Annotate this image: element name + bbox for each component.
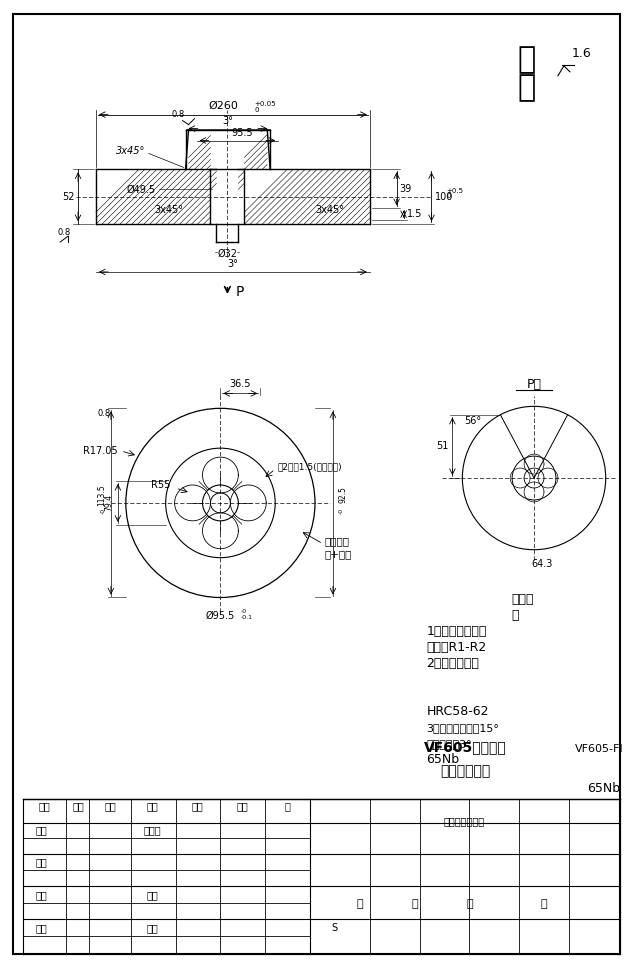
Text: 0: 0 [446,193,451,198]
Text: +0.05: +0.05 [254,101,276,106]
Text: 0.8: 0.8 [58,228,71,237]
Text: 39: 39 [399,184,412,194]
Text: 79.4: 79.4 [104,495,113,511]
Text: 100: 100 [434,192,453,201]
Text: +0.5: +0.5 [446,188,463,194]
Text: 95.5: 95.5 [232,128,253,137]
Text: （双边）为3°: （双边）为3° [427,739,472,749]
Text: R17.05: R17.05 [84,446,118,456]
Text: 0: 0 [254,106,260,112]
Text: 文件: 文件 [147,802,159,811]
Text: 3°: 3° [227,259,238,269]
Text: 凹模（双边）: 凹模（双边） [440,764,491,777]
Text: VF605重型法兰: VF605重型法兰 [424,740,507,754]
Text: 日: 日 [284,802,290,811]
Text: 号+商标: 号+商标 [325,549,353,559]
Text: 张: 张 [541,899,548,909]
Text: 标准化: 标准化 [144,826,161,835]
Text: 滑过渡R1-R2: 滑过渡R1-R2 [427,641,487,653]
Text: 签字: 签字 [192,802,203,811]
Text: 阶段标识量比例: 阶段标识量比例 [444,817,485,827]
Text: Ø49.5: Ø49.5 [127,184,156,195]
Text: 3、型腔脱模斜度15°: 3、型腔脱模斜度15° [427,723,499,733]
Text: 0.8: 0.8 [97,408,111,418]
Text: VF605-FI: VF605-FI [574,743,623,754]
Text: 工艺: 工艺 [35,923,47,933]
Text: 113.5: 113.5 [97,484,106,505]
Text: 36.5: 36.5 [230,379,251,389]
Text: 其: 其 [518,45,536,75]
Text: 1、各转角处应圆: 1、各转角处应圆 [427,625,487,638]
Text: 2、热处理硬度: 2、热处理硬度 [427,656,479,670]
Text: 3x45°: 3x45° [154,205,183,215]
Text: 余: 余 [518,74,536,103]
Text: 张: 张 [411,899,418,909]
Text: 日期: 日期 [147,923,159,933]
Text: 割2、高1.5(凸起筋条): 割2、高1.5(凸起筋条) [277,463,342,471]
Text: 0.8: 0.8 [172,109,185,119]
Text: P向: P向 [527,378,542,391]
Text: P: P [235,285,244,299]
Text: 64.3: 64.3 [531,559,553,568]
Text: 处数: 处数 [72,802,84,811]
Text: 年月: 年月 [237,802,248,811]
Text: -0: -0 [241,609,246,614]
Text: 技术要: 技术要 [511,593,534,606]
Text: 3°: 3° [222,115,234,126]
Text: 3x45°: 3x45° [315,205,344,215]
Text: 审核: 审核 [35,891,47,900]
Text: -0.1: -0.1 [241,615,253,620]
Text: 标记：型: 标记：型 [325,535,350,546]
Text: HRC58-62: HRC58-62 [427,706,489,718]
Text: 1.6: 1.6 [572,46,592,60]
Text: 3x45°: 3x45° [116,146,146,157]
Text: -0: -0 [101,508,106,514]
Text: -0: -0 [339,508,344,514]
Text: 求: 求 [511,609,518,621]
Text: 批准: 批准 [147,891,159,900]
Text: 更改: 更改 [104,802,116,811]
Text: 65Nb: 65Nb [427,753,460,767]
Text: S: S [332,923,338,933]
Text: R55: R55 [151,480,171,490]
Text: 设计: 设计 [35,826,47,835]
Text: 52: 52 [63,192,75,201]
Text: 65Nb: 65Nb [587,782,620,795]
Text: 第: 第 [466,899,473,909]
Text: 共: 共 [356,899,363,909]
Text: Ø32: Ø32 [217,249,237,259]
Text: Ø95.5: Ø95.5 [206,611,235,620]
Text: 标记: 标记 [39,802,50,811]
Text: 92.5: 92.5 [339,487,348,503]
Text: 校对: 校对 [35,858,47,867]
Text: 56°: 56° [464,416,481,426]
Text: Ø260: Ø260 [208,101,238,110]
Text: 1.5: 1.5 [406,209,422,219]
Text: 51: 51 [436,441,448,451]
